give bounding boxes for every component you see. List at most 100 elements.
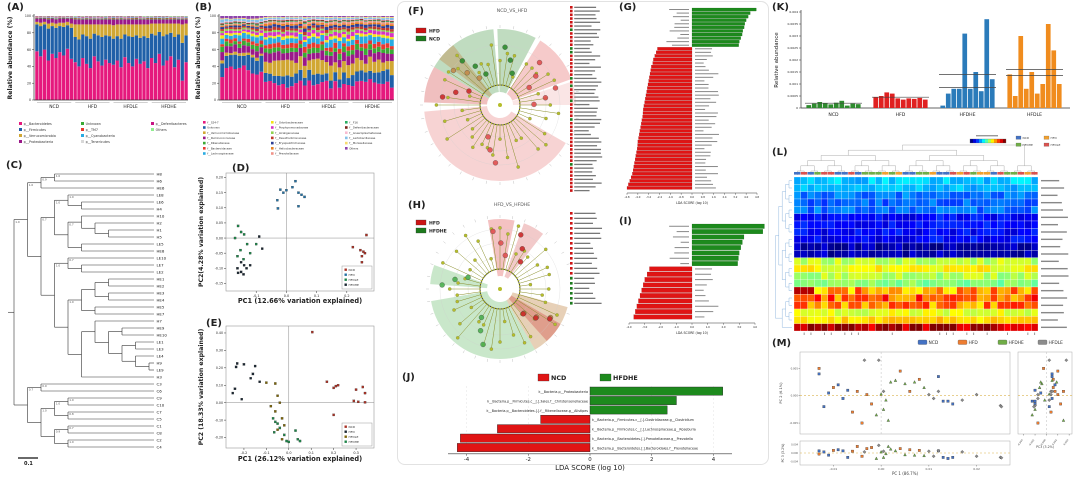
svg-text:HFDLE: HFDLE [123, 104, 138, 110]
panel-b-label: (B) [195, 2, 212, 13]
svg-text:f__Bacteroidaceae: f__Bacteroidaceae [207, 146, 232, 150]
svg-text:LE6: LE6 [157, 199, 165, 204]
svg-text:-0.01: -0.01 [830, 467, 838, 471]
svg-text:HFD: HFD [429, 220, 440, 226]
svg-text:0.000: 0.000 [791, 394, 799, 398]
svg-text:0: 0 [214, 98, 216, 102]
svg-text:H5: H5 [157, 234, 163, 239]
panel-e-label: (E) [206, 318, 222, 329]
svg-text:H3: H3 [157, 374, 163, 379]
svg-text:1.0: 1.0 [69, 440, 74, 444]
svg-text:NCD: NCD [349, 425, 356, 429]
svg-text:0.9: 0.9 [56, 430, 61, 434]
svg-text:0.0: 0.0 [690, 325, 694, 329]
svg-text:NCD: NCD [551, 374, 566, 382]
svg-text:0.7: 0.7 [69, 258, 74, 262]
panel-j-label: (J) [402, 372, 415, 383]
svg-text:1.0: 1.0 [56, 402, 61, 406]
svg-text:NCD: NCD [429, 36, 440, 42]
panel-l-label: (L) [772, 147, 788, 158]
svg-text:f__Prevotellaceae: f__Prevotellaceae [275, 152, 299, 156]
svg-text:-4.0: -4.0 [626, 325, 631, 329]
svg-text:C4: C4 [157, 444, 163, 449]
svg-text:0.10: 0.10 [216, 383, 223, 387]
svg-text:HE8: HE8 [157, 248, 165, 253]
panel-g: (G) -4.8 -4.0 -3.2 -2.4 -1.6 -0.8 0.0 0.8 1.6 2.4… [617, 2, 763, 214]
svg-text:0.2: 0.2 [344, 294, 349, 298]
panel-e-svg: -0.2 -0.1 0.0 0.1 0.2 0.3 -0.20 -0.10 0.00 0.10 0.… [198, 325, 375, 463]
svg-text:2: 2 [650, 457, 653, 463]
svg-text:HE7: HE7 [157, 311, 165, 316]
panel-f: (F) NCD_VS_HFD HFD NCD [400, 2, 616, 195]
svg-text:C7: C7 [157, 409, 163, 414]
svg-text:k__Bacteria.p__Firmicutes.c__[: k__Bacteria.p__Firmicutes.c__[.].Lachnos… [592, 428, 696, 432]
svg-text:0.20: 0.20 [216, 176, 223, 180]
svg-text:k__Bacteria.p__Firmicutes.c__[: k__Bacteria.p__Firmicutes.c__[.].Clostri… [592, 418, 694, 422]
svg-text:20: 20 [27, 81, 31, 85]
svg-text:NCD: NCD [828, 112, 839, 118]
svg-text:1.0: 1.0 [69, 195, 74, 199]
svg-text:p__Firmicutes: p__Firmicutes [24, 128, 47, 132]
svg-text:LDA SCORE (log 10): LDA SCORE (log 10) [555, 464, 625, 472]
svg-text:Relative abundance (%): Relative abundance (%) [7, 16, 14, 99]
svg-text:0.001: 0.001 [789, 82, 798, 86]
svg-text:1.6: 1.6 [712, 195, 716, 199]
svg-text:p__Proteobacteria: p__Proteobacteria [24, 140, 53, 144]
svg-text:H9: H9 [157, 360, 163, 365]
svg-text:-0.004: -0.004 [790, 461, 798, 464]
svg-text:-2.0: -2.0 [658, 325, 663, 329]
svg-text:0: 0 [588, 457, 592, 463]
svg-text:0.05: 0.05 [216, 221, 223, 225]
svg-text:HFD: HFD [1051, 136, 1058, 140]
panel-e: (E) -0.2 -0.1 0.0 0.1 0.2 0.3 -0.20 -0.10 0.00 0.… [196, 318, 379, 476]
svg-text:p__Deferribacteres: p__Deferribacteres [156, 122, 187, 126]
svg-text:f__Deferribacteraceae: f__Deferribacteraceae [349, 126, 379, 130]
svg-text:0.7: 0.7 [42, 218, 47, 222]
svg-text:-0.8: -0.8 [679, 195, 684, 199]
svg-text:0.00: 0.00 [216, 401, 223, 405]
svg-text:PC3 (3.2%): PC3 (3.2%) [1036, 445, 1054, 449]
svg-text:3.0: 3.0 [737, 325, 741, 329]
svg-text:3.2: 3.2 [733, 195, 737, 199]
svg-text:C1: C1 [157, 423, 163, 428]
panel-h-svg: HFD_VS_HFDHE HFD HFDHE [415, 202, 603, 363]
panel-m: (M) NCD HFD HFDHE HFDLE -0.005 0.000 0.005 PC 2… [770, 338, 1076, 476]
svg-text:NCD: NCD [1023, 136, 1030, 140]
middle-section-border [397, 1, 769, 465]
svg-text:LDA SCORE (log 10): LDA SCORE (log 10) [676, 331, 708, 335]
svg-text:0.20: 0.20 [216, 366, 223, 370]
svg-text:Unknown: Unknown [207, 126, 220, 130]
svg-text:4.8: 4.8 [755, 195, 759, 199]
svg-text:60: 60 [27, 48, 31, 52]
svg-text:0.0: 0.0 [690, 195, 694, 199]
svg-text:HE2: HE2 [157, 283, 165, 288]
panel-d: (D) -0.1 0.0 0.1 0.2 -0.15 -0.10 -0.05 0.00 0.05… [196, 163, 379, 318]
svg-text:0.00: 0.00 [878, 467, 885, 471]
svg-text:HFD: HFD [349, 273, 356, 277]
svg-text:-1.0: -1.0 [674, 325, 679, 329]
svg-text:PC 1 (86.7%): PC 1 (86.7%) [892, 471, 919, 476]
svg-text:p__Verrucomicrobia: p__Verrucomicrobia [24, 134, 56, 138]
svg-text:H7: H7 [157, 318, 163, 323]
svg-text:PC 2 (6.1%): PC 2 (6.1%) [779, 382, 783, 404]
panel-d-label: (D) [232, 163, 250, 174]
svg-text:0.0015: 0.0015 [788, 70, 799, 74]
svg-text:H10: H10 [157, 213, 165, 218]
svg-text:C10: C10 [157, 402, 165, 407]
svg-text:HFD: HFD [88, 104, 98, 110]
svg-text:f__Porphyromonadaceae: f__Porphyromonadaceae [275, 126, 308, 130]
panel-a-label: (A) [7, 2, 24, 13]
svg-text:80: 80 [212, 31, 216, 35]
svg-text:1.0: 1.0 [42, 409, 47, 413]
svg-text:HFD: HFD [429, 28, 440, 34]
svg-text:0.004: 0.004 [1063, 438, 1070, 446]
svg-text:0.7: 0.7 [69, 426, 74, 430]
svg-text:PC 3 (3.2%): PC 3 (3.2%) [781, 444, 785, 463]
panel-h-label: (H) [408, 200, 426, 211]
panel-l-svg: NCD HFD HFDHE HFDLE [775, 135, 1069, 335]
svg-text:1.0: 1.0 [69, 398, 74, 402]
svg-text:100: 100 [210, 14, 216, 18]
svg-text:0.2: 0.2 [331, 451, 336, 455]
panel-i-svg: -4.0 -3.0 -2.0 -1.0 0.0 1.0 2.0 3.0 4.0 LDA SCORE… [626, 223, 765, 335]
svg-text:0.8: 0.8 [69, 412, 74, 416]
